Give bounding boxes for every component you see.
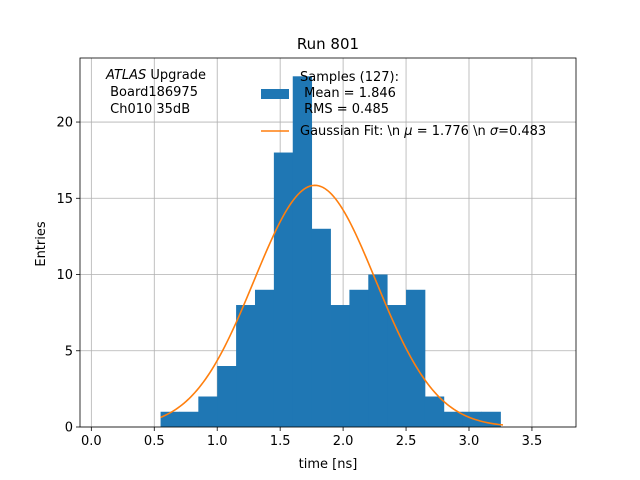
histogram-bar	[443, 411, 464, 427]
y-axis-ticks: 0 5 10 15 20	[56, 116, 80, 436]
histogram-bar	[236, 305, 256, 427]
legend-histogram-line-1: Samples (127):	[300, 70, 399, 85]
histogram-bar	[198, 396, 218, 427]
y-tick-label: 5	[65, 344, 73, 359]
channel-label: Ch010 35dB	[106, 102, 190, 117]
x-tick-label: 3.0	[459, 434, 480, 449]
x-tick-label: 1.0	[207, 434, 228, 449]
y-tick-label: 0	[65, 421, 73, 436]
x-tick-label: 2.5	[396, 434, 417, 449]
x-axis-ticks: 0.0 0.5 1.0 1.5 2.0 2.5 3.0 3.5	[81, 427, 542, 449]
histogram-bar	[311, 228, 331, 427]
board-label: Board186975	[106, 85, 198, 100]
histogram-bar	[330, 305, 350, 427]
plot-frame	[79, 57, 577, 428]
histogram-bar	[160, 411, 180, 427]
histogram-bar	[273, 152, 294, 428]
histogram-bar	[424, 396, 445, 427]
histogram-bar	[217, 366, 237, 427]
gaussian-fit-curve	[160, 184, 504, 426]
legend-histogram-swatch	[261, 89, 289, 99]
x-tick-label: 3.5	[522, 434, 543, 449]
histogram-bar	[254, 289, 275, 427]
x-tick-label: 2.0	[333, 434, 354, 449]
axes-frame	[79, 57, 577, 428]
y-tick-label: 10	[56, 268, 73, 283]
x-tick-label: 0.0	[81, 434, 102, 449]
legend-histogram-line-2: Mean = 1.846	[300, 86, 396, 101]
histogram-bar	[179, 411, 199, 427]
atlas-label: ATLAS Upgrade	[105, 68, 206, 83]
histogram-bar	[292, 76, 313, 428]
y-axis-label: Entries	[34, 221, 49, 267]
atlas-annotation: ATLAS Upgrade Board186975 Ch010 35dB	[105, 68, 206, 117]
chart-title: Run 801	[297, 35, 359, 53]
histogram-bar	[349, 289, 369, 427]
legend-histogram-line-3: RMS = 0.485	[300, 102, 389, 117]
fit-line	[160, 184, 504, 426]
legend: Samples (127): Mean = 1.846 RMS = 0.485 …	[261, 70, 546, 139]
legend-fit-label: Gaussian Fit: \n μ = 1.776 \n σ=0.483	[300, 124, 546, 139]
histogram-bars	[160, 76, 501, 428]
x-tick-label: 1.5	[270, 434, 291, 449]
histogram-bar	[406, 289, 426, 427]
y-tick-label: 20	[56, 116, 73, 131]
x-tick-label: 0.5	[144, 434, 165, 449]
y-tick-label: 15	[56, 192, 73, 207]
x-axis-label: time [ns]	[299, 457, 358, 472]
histogram-bar	[387, 305, 407, 427]
atlas-label-italic: ATLAS	[105, 68, 146, 83]
histogram-bar	[368, 274, 388, 427]
atlas-label-upgrade: Upgrade	[146, 68, 206, 83]
